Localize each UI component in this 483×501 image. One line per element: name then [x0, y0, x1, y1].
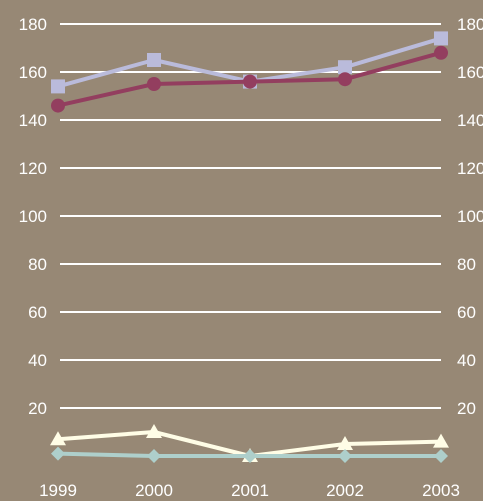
- y-tick-label-right: 160: [457, 63, 483, 82]
- data-point-triangle: [146, 424, 162, 438]
- data-point-square: [147, 53, 161, 67]
- data-point-circle: [243, 74, 257, 89]
- series-circle: [51, 45, 448, 113]
- y-tick-label-left: 140: [19, 111, 47, 130]
- x-tick-label: 2001: [231, 481, 269, 500]
- y-tick-label-left: 40: [28, 351, 47, 370]
- data-point-circle: [338, 72, 352, 87]
- y-tick-label-left: 80: [28, 255, 47, 274]
- series-group: [50, 31, 449, 463]
- data-point-triangle: [337, 436, 353, 450]
- data-point-square: [338, 60, 352, 75]
- x-tick-label: 1999: [39, 481, 77, 500]
- y-tick-label-right: 140: [457, 111, 483, 130]
- y-tick-label-right: 120: [457, 159, 483, 178]
- x-tick-label: 2000: [135, 481, 173, 500]
- y-tick-label-left: 100: [19, 207, 47, 226]
- data-point-circle: [434, 45, 448, 60]
- y-tick-label-right: 180: [457, 15, 483, 34]
- y-tick-label-right: 40: [457, 351, 476, 370]
- data-point-circle: [147, 77, 161, 91]
- data-point-triangle: [433, 433, 449, 448]
- x-axis: 1999 2000 2001 2002 2003: [39, 481, 460, 500]
- data-point-diamond: [243, 449, 257, 463]
- data-point-square: [434, 31, 448, 46]
- y-tick-label-left: 120: [19, 159, 47, 178]
- series-diamond: [51, 446, 448, 463]
- y-tick-label-left: 160: [19, 63, 47, 82]
- y-tick-label-right: 60: [457, 303, 476, 322]
- data-point-triangle: [50, 431, 66, 446]
- y-tick-label-right: 100: [457, 207, 483, 226]
- y-tick-label-left: 180: [19, 15, 47, 34]
- data-point-diamond: [338, 449, 352, 463]
- data-point-circle: [51, 98, 65, 113]
- y-axis-left: 20 40 60 80 100 120 140 160 180: [19, 15, 47, 418]
- y-tick-label-right: 80: [457, 255, 476, 274]
- x-tick-label: 2002: [326, 481, 364, 500]
- data-point-square: [51, 79, 65, 94]
- x-tick-label: 2003: [422, 481, 460, 500]
- y-tick-label-right: 20: [457, 399, 476, 418]
- y-tick-label-left: 20: [28, 399, 47, 418]
- gridlines: [60, 23, 441, 409]
- data-point-diamond: [147, 449, 161, 463]
- y-axis-right: 20 40 60 80 100 120 140 160 180: [457, 15, 483, 418]
- data-point-diamond: [51, 446, 65, 461]
- data-point-diamond: [434, 449, 448, 463]
- y-tick-label-left: 60: [28, 303, 47, 322]
